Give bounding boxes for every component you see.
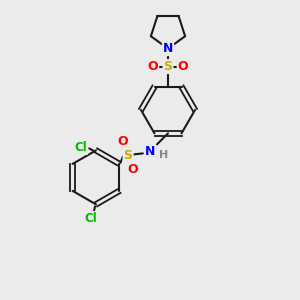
Text: O: O [148,60,158,73]
Text: Cl: Cl [85,212,98,225]
Text: H: H [159,150,169,161]
Text: S: S [124,149,133,162]
Text: O: O [118,135,128,148]
Text: O: O [128,163,138,176]
Text: Cl: Cl [75,141,87,154]
Text: N: N [163,42,173,55]
Text: O: O [178,60,188,73]
Text: N: N [145,145,155,158]
Text: S: S [164,60,172,73]
